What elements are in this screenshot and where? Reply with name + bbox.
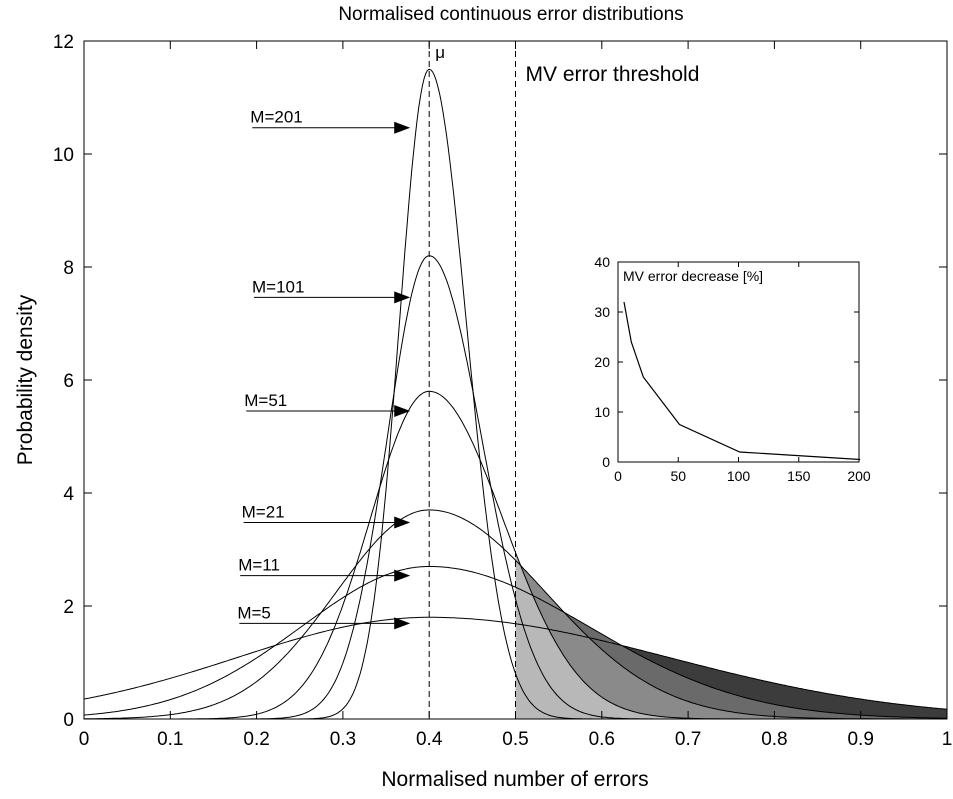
y-tick-label: 10 bbox=[53, 145, 74, 166]
x-tick-label: 0.6 bbox=[589, 729, 615, 750]
tail-area-m21 bbox=[515, 560, 947, 719]
curve-annotations: M=5 M=11 M=21 M=51 M=101 M=201 bbox=[237, 108, 411, 630]
x-tick-label: 0.5 bbox=[502, 729, 528, 750]
arrow-head bbox=[394, 569, 411, 582]
inset-y-tick-label: 20 bbox=[594, 354, 610, 370]
inset-ticks: 0 50 100 150 200 0 10 20 30 40 bbox=[594, 254, 870, 484]
inset-x-tick-label: 200 bbox=[847, 468, 871, 484]
inset-x-tick-label: 150 bbox=[787, 468, 811, 484]
inset-x-tick-label: 100 bbox=[727, 468, 751, 484]
curve-label: M=5 bbox=[237, 603, 271, 622]
inset-x-tick-label: 50 bbox=[670, 468, 686, 484]
y-tick-label: 2 bbox=[63, 597, 74, 618]
x-tick-label: 1 bbox=[942, 729, 953, 750]
y-tick-label: 0 bbox=[63, 710, 74, 731]
inset-y-tick-label: 30 bbox=[594, 304, 610, 320]
inset-x-tick-label: 0 bbox=[614, 468, 622, 484]
curve-label: M=11 bbox=[238, 556, 280, 575]
curve-label: M=51 bbox=[244, 391, 287, 410]
threshold-label: MV error threshold bbox=[526, 63, 700, 86]
inset-y-tick-label: 10 bbox=[594, 404, 610, 420]
x-tick-label: 0.4 bbox=[416, 729, 443, 750]
inset-plot: 0 50 100 150 200 0 10 20 30 40 MV error decrease … bbox=[594, 254, 870, 484]
mean-label: μ bbox=[435, 43, 445, 62]
x-tick-label: 0.8 bbox=[761, 729, 787, 750]
inset-series-line bbox=[623, 301, 861, 461]
y-tick-label: 8 bbox=[63, 258, 74, 279]
arrow-head bbox=[394, 291, 411, 304]
inset-title: MV error decrease [%] bbox=[623, 268, 763, 284]
y-tick-label: 12 bbox=[53, 32, 74, 53]
chart-title: Normalised continuous error distribution… bbox=[338, 4, 683, 25]
arrow-head bbox=[394, 404, 411, 417]
arrow-head bbox=[394, 121, 411, 134]
tail-area-m51 bbox=[515, 552, 947, 719]
y-tick-label: 6 bbox=[63, 371, 74, 392]
arrow-head bbox=[394, 617, 411, 630]
curve-m11 bbox=[83, 566, 947, 719]
inset-y-tick-label: 40 bbox=[594, 254, 610, 270]
x-tick-label: 0.7 bbox=[675, 729, 701, 750]
x-tick-label: 0.1 bbox=[157, 729, 183, 750]
x-tick-label: 0 bbox=[79, 729, 90, 750]
tail-shading-layer bbox=[515, 552, 947, 719]
y-axis-label: Probability density bbox=[14, 294, 37, 465]
y-tick-label: 4 bbox=[63, 484, 74, 505]
curve-label: M=201 bbox=[250, 108, 302, 127]
x-tick-label: 0.9 bbox=[847, 729, 873, 750]
x-tick-label: 0.2 bbox=[243, 729, 269, 750]
inset-y-tick-label: 0 bbox=[602, 454, 610, 470]
x-axis-label: Normalised number of errors bbox=[381, 768, 648, 791]
x-tick-label: 0.3 bbox=[330, 729, 356, 750]
inset-plot-frame bbox=[617, 261, 860, 463]
curve-label: M=101 bbox=[252, 277, 304, 296]
curve-m21 bbox=[84, 509, 947, 720]
curve-label: M=21 bbox=[242, 502, 285, 521]
arrow-head bbox=[394, 516, 411, 529]
